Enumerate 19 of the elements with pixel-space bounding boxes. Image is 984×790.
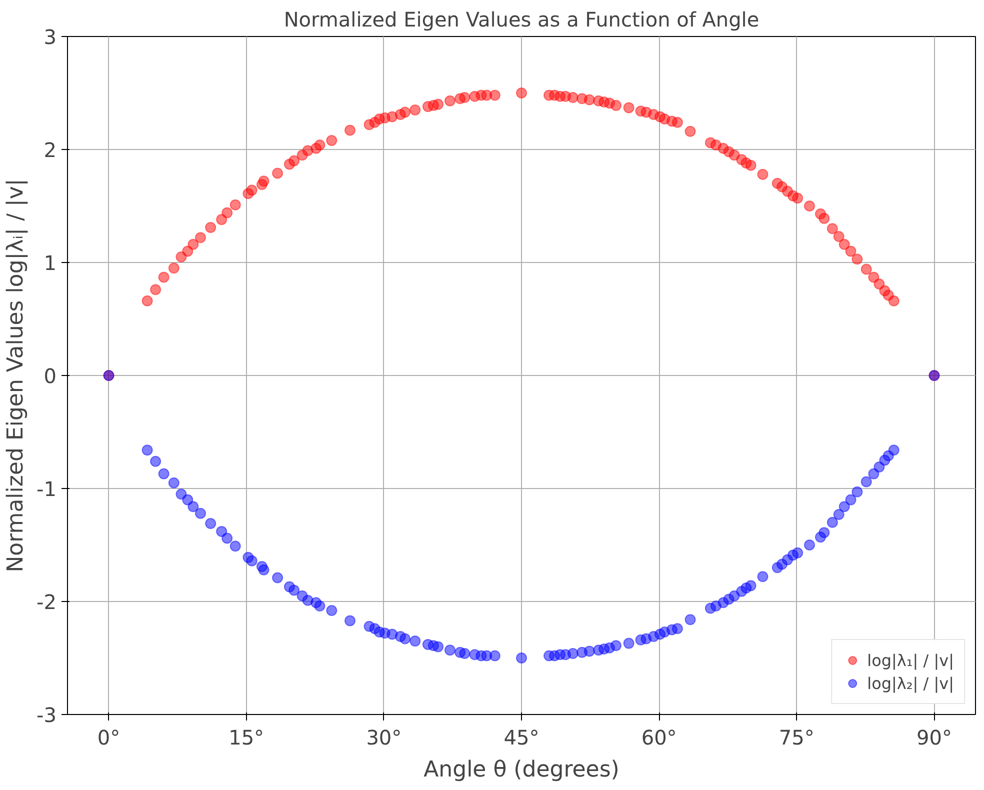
y-tick-label: -2 bbox=[36, 590, 57, 614]
x-tick-label: 15° bbox=[228, 726, 264, 750]
x-tick-label: 45° bbox=[504, 726, 540, 750]
x-tick-label: 90° bbox=[916, 726, 952, 750]
x-tick-label: 75° bbox=[778, 726, 814, 750]
legend-label: log|λ₁| / |v| bbox=[867, 650, 954, 670]
x-tick-label: 30° bbox=[366, 726, 402, 750]
y-tick-label: -1 bbox=[36, 477, 57, 501]
x-tick-label: 60° bbox=[641, 726, 677, 750]
chart-title: Normalized Eigen Values as a Function of Angle bbox=[284, 8, 760, 32]
y-tick-label: -3 bbox=[36, 703, 57, 727]
x-tick-label: 0° bbox=[97, 726, 120, 750]
y-tick-label: 2 bbox=[44, 138, 57, 162]
x-axis-title: Angle θ (degrees) bbox=[424, 758, 620, 782]
y-axis-title: Normalized Eigen Values log|λᵢ| / |v| bbox=[4, 178, 29, 572]
y-tick-label: 0 bbox=[44, 364, 57, 388]
legend-label: log|λ₂| / |v| bbox=[867, 674, 954, 692]
y-tick-label: 3 bbox=[44, 25, 57, 49]
y-tick-label: 1 bbox=[44, 251, 57, 275]
